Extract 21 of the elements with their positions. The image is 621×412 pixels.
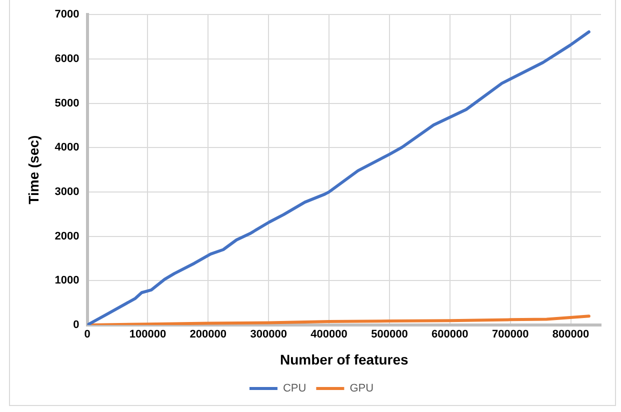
x-tick-label: 500000: [371, 328, 408, 341]
y-tick-label: 3000: [54, 186, 80, 198]
x-tick-label: 700000: [492, 328, 529, 341]
y-axis-title: Time (sec): [25, 135, 42, 204]
y-tick-label: 7000: [54, 8, 80, 21]
x-tick-label: 600000: [432, 328, 468, 341]
x-tick-label: 0: [84, 328, 90, 341]
x-tick-label: 200000: [190, 328, 227, 341]
y-tick-label: 6000: [54, 52, 80, 65]
y-tick-label: 1000: [54, 274, 80, 287]
legend-label: GPU: [350, 382, 374, 395]
y-tick-label: 5000: [54, 97, 80, 110]
x-tick-label: 300000: [250, 328, 287, 341]
y-tick-label: 4000: [54, 142, 80, 154]
x-tick-label: 400000: [310, 328, 348, 341]
x-tick-label: 800000: [552, 328, 590, 341]
y-tick-label: 2000: [54, 230, 80, 242]
x-axis-title: Number of features: [280, 351, 409, 368]
x-tick-label: 100000: [129, 328, 166, 341]
legend-label: CPU: [282, 382, 306, 395]
y-tick-label: 0: [73, 319, 80, 332]
